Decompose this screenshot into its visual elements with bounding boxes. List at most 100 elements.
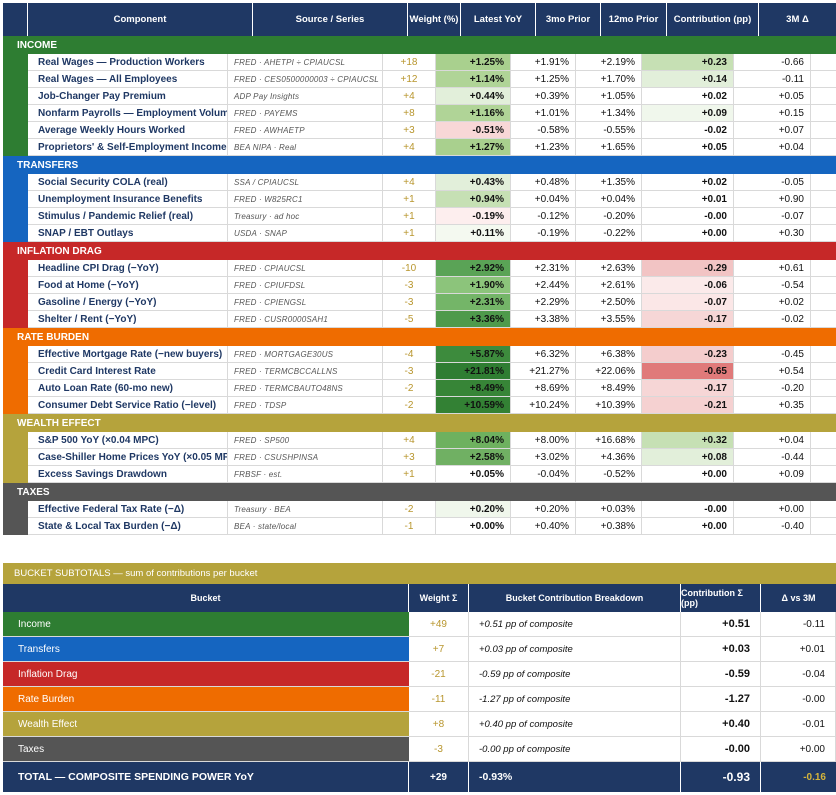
table-row: Gasoline / Energy (−YoY) FRED · CPIENGSL -…	[28, 294, 836, 311]
bucket-name: Transfers	[3, 637, 409, 661]
bucket-contribution: -0.00	[681, 737, 761, 761]
section-title: TRANSFERS	[3, 156, 836, 174]
prior-12mo-value: +8.49%	[576, 380, 642, 396]
weight-value: +1	[383, 225, 436, 241]
subtotal-row: Wealth Effect +8 +0.40 pp of composite +0.4…	[3, 712, 836, 737]
bucket-contribution: +0.40	[681, 712, 761, 736]
bucket-d3m: -0.04	[761, 662, 836, 686]
contribution-value: +0.00	[642, 518, 734, 534]
latest-yoy-value: +1.27%	[436, 139, 511, 155]
contribution-value: -0.00	[642, 501, 734, 517]
latest-yoy-value: +0.43%	[436, 174, 511, 190]
source-series: FRED · TERMCBAUTO48NS	[228, 380, 383, 396]
bucket-weight: +7	[409, 637, 469, 661]
table-row: SNAP / EBT Outlays USDA · SNAP +1 +0.11% -0.…	[28, 225, 836, 242]
weight-value: +4	[383, 139, 436, 155]
header-contribution: Contribution (pp)	[667, 3, 759, 36]
subtotals-header-contribution: Contribution Σ (pp)	[681, 584, 761, 612]
bucket-weight: +49	[409, 612, 469, 636]
subtotal-row: Transfers +7 +0.03 pp of composite +0.03 +0.…	[3, 637, 836, 662]
source-series: FRED · MORTGAGE30US	[228, 346, 383, 362]
component-name: Case-Shiller Home Prices YoY (×0.05 MPC)	[28, 449, 228, 465]
prior-3mo-value: +0.48%	[511, 174, 576, 190]
prior-3mo-value: +1.23%	[511, 139, 576, 155]
component-name: SNAP / EBT Outlays	[28, 225, 228, 241]
prior-12mo-value: -0.55%	[576, 122, 642, 138]
source-series: FRED · AHETPI ÷ CPIAUCSL	[228, 54, 383, 70]
bucket-d3m: -0.01	[761, 712, 836, 736]
weight-value: +12	[383, 71, 436, 87]
table-row: Excess Savings Drawdown FRBSF · est. +1 +0.…	[28, 466, 836, 483]
prior-3mo-value: -0.58%	[511, 122, 576, 138]
weight-value: +4	[383, 88, 436, 104]
source-series: FRED · CPIAUCSL	[228, 260, 383, 276]
contribution-value: +0.01	[642, 191, 734, 207]
delta-3m-value: +0.04	[734, 139, 811, 155]
contribution-value: -0.29	[642, 260, 734, 276]
latest-yoy-value: +2.31%	[436, 294, 511, 310]
bucket-d3m: -0.00	[761, 687, 836, 711]
latest-yoy-value: +0.44%	[436, 88, 511, 104]
bucket-breakdown: +0.03 pp of composite	[469, 637, 681, 661]
prior-3mo-value: +2.29%	[511, 294, 576, 310]
source-series: Treasury · ad hoc	[228, 208, 383, 224]
latest-yoy-value: +0.11%	[436, 225, 511, 241]
prior-3mo-value: +1.25%	[511, 71, 576, 87]
table-row: Case-Shiller Home Prices YoY (×0.05 MPC)…	[28, 449, 836, 466]
component-name: State & Local Tax Burden (−Δ)	[28, 518, 228, 534]
contribution-value: -0.21	[642, 397, 734, 413]
contribution-value: -0.23	[642, 346, 734, 362]
weight-value: -1	[383, 518, 436, 534]
subtotals-header-weight: Weight Σ	[409, 584, 469, 612]
subtotals-header-bucket: Bucket	[3, 584, 409, 612]
prior-3mo-value: +0.04%	[511, 191, 576, 207]
prior-12mo-value: +2.50%	[576, 294, 642, 310]
delta-3m-value: -0.07	[734, 208, 811, 224]
table-header: Component Source / Series Weight (%) Lat…	[3, 3, 836, 36]
delta-3m-value: +0.00	[734, 501, 811, 517]
bucket-d3m: -0.11	[761, 612, 836, 636]
total-row: TOTAL — COMPOSITE SPENDING POWER YoY +29…	[3, 762, 836, 792]
table-row: Effective Federal Tax Rate (−Δ) Treasury …	[28, 501, 836, 518]
weight-value: +1	[383, 208, 436, 224]
prior-12mo-value: -0.20%	[576, 208, 642, 224]
table-row: Shelter / Rent (−YoY) FRED · CUSR0000SAH1…	[28, 311, 836, 328]
section-color-strip	[3, 36, 28, 156]
contribution-value: +0.14	[642, 71, 734, 87]
subtotals-table: Bucket Weight Σ Bucket Contribution Brea…	[3, 584, 836, 792]
bucket-breakdown: -0.59 pp of composite	[469, 662, 681, 686]
weight-value: -4	[383, 346, 436, 362]
latest-yoy-value: +1.16%	[436, 105, 511, 121]
bucket-contribution: +0.03	[681, 637, 761, 661]
latest-yoy-value: +0.20%	[436, 501, 511, 517]
table-row: Average Weekly Hours Worked FRED · AWHAET…	[28, 122, 836, 139]
contribution-value: -0.17	[642, 380, 734, 396]
prior-3mo-value: +1.91%	[511, 54, 576, 70]
subtotals-header: Bucket Weight Σ Bucket Contribution Brea…	[3, 584, 836, 612]
prior-3mo-value: -0.12%	[511, 208, 576, 224]
latest-yoy-value: +0.00%	[436, 518, 511, 534]
bucket-name: Inflation Drag	[3, 662, 409, 686]
component-table: Component Source / Series Weight (%) Lat…	[3, 3, 836, 535]
sections-container: INCOME Real Wages — Production Workers FRE…	[3, 36, 836, 535]
section-transfers: TRANSFERS Social Security COLA (real) SSA …	[3, 156, 836, 242]
latest-yoy-value: +1.25%	[436, 54, 511, 70]
header-latest-yoy: Latest YoY	[461, 3, 536, 36]
source-series: FRED · CSUSHPINSA	[228, 449, 383, 465]
latest-yoy-value: +10.59%	[436, 397, 511, 413]
latest-yoy-value: +8.04%	[436, 432, 511, 448]
subtotals-header-d3m: Δ vs 3M	[781, 593, 816, 603]
bucket-d3m: +0.00	[761, 737, 836, 761]
bucket-breakdown: +0.51 pp of composite	[469, 612, 681, 636]
bucket-breakdown: +0.40 pp of composite	[469, 712, 681, 736]
latest-yoy-value: +1.90%	[436, 277, 511, 293]
table-row: Proprietors' & Self-Employment Income BEA…	[28, 139, 836, 156]
table-row: State & Local Tax Burden (−Δ) BEA · state…	[28, 518, 836, 535]
prior-12mo-value: +2.63%	[576, 260, 642, 276]
section-body: INCOME Real Wages — Production Workers FRE…	[3, 36, 836, 156]
bucket-name: Wealth Effect	[3, 712, 409, 736]
prior-12mo-value: +0.38%	[576, 518, 642, 534]
weight-value: +1	[383, 466, 436, 482]
prior-12mo-value: +1.70%	[576, 71, 642, 87]
component-name: Effective Federal Tax Rate (−Δ)	[28, 501, 228, 517]
